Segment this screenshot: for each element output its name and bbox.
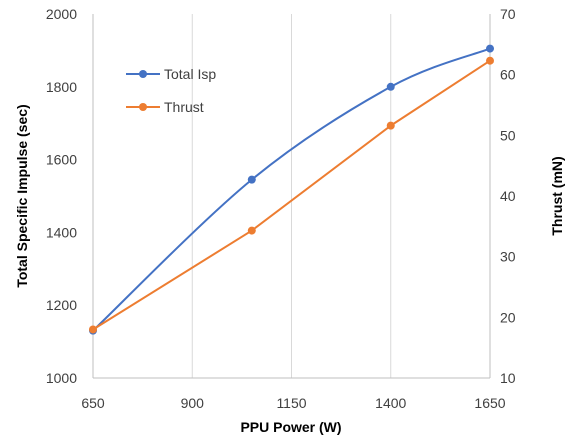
x-axis-title: PPU Power (W) — [240, 419, 341, 435]
y-left-tick-label: 1000 — [46, 370, 77, 386]
grid — [191, 14, 392, 378]
y-right-tick-label: 50 — [500, 127, 516, 143]
y-right-axis-title: Thrust (mN) — [549, 156, 565, 235]
data-point-thrust — [247, 226, 256, 235]
y-left-tick-label: 1800 — [46, 79, 77, 95]
series-line-thrust — [92, 59, 491, 331]
x-tick-label: 1400 — [375, 395, 406, 411]
y-right-tick-label: 30 — [500, 249, 516, 265]
x-tick-label: 650 — [81, 395, 105, 411]
y-left-tick-label: 2000 — [46, 6, 77, 22]
x-tick-label: 1150 — [276, 395, 306, 411]
x-tick-label: 1650 — [474, 395, 505, 411]
legend-marker-thrust — [139, 103, 147, 111]
tick-labels: 650 900 1150 1400 1650 1000 1200 1400 1600 1800 20… — [46, 6, 516, 411]
data-point-total-isp — [486, 44, 494, 53]
y-left-tick-label: 1400 — [46, 224, 77, 240]
data-point-thrust — [89, 325, 97, 334]
x-tick-label: 900 — [181, 395, 205, 411]
y-left-tick-label: 1600 — [46, 152, 77, 168]
y-right-tick-label: 10 — [500, 370, 516, 386]
legend-marker-total-isp — [139, 70, 147, 78]
data-point-total-isp — [247, 175, 256, 184]
series — [89, 44, 494, 335]
legend-label-thrust: Thrust — [164, 99, 204, 115]
data-point-thrust — [386, 121, 395, 130]
y-left-tick-label: 1200 — [46, 297, 77, 313]
legend: Total Isp Thrust — [126, 66, 216, 115]
data-point-thrust — [486, 56, 494, 65]
y-right-tick-label: 40 — [500, 188, 516, 204]
y-right-tick-label: 20 — [500, 309, 516, 325]
y-left-axis-title: Total Specific Impulse (sec) — [14, 104, 30, 287]
axes — [92, 14, 491, 379]
legend-label-total-isp: Total Isp — [164, 66, 216, 82]
y-right-tick-label: 60 — [500, 67, 516, 83]
y-right-tick-label: 70 — [500, 6, 516, 22]
data-point-total-isp — [386, 82, 395, 91]
series-line-total-isp — [92, 47, 491, 332]
